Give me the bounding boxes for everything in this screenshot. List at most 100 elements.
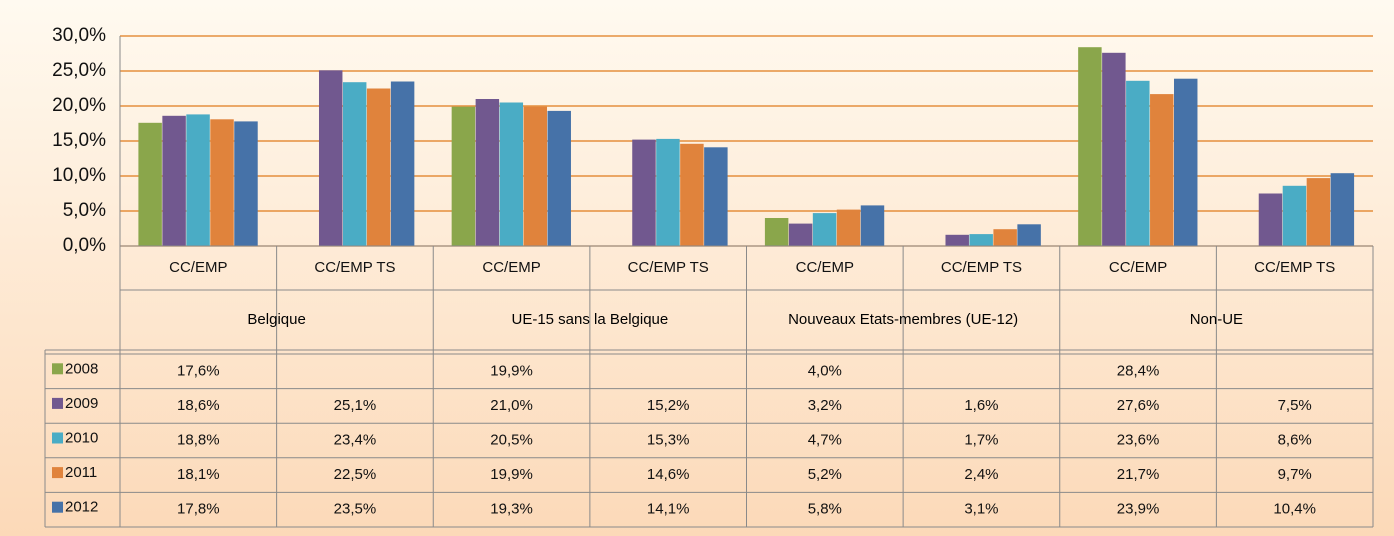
bar [390,81,415,246]
bar [499,102,524,246]
x-tick-label: CC/EMP TS [941,259,1022,276]
data-label: 23,5% [334,501,377,518]
data-label: 23,4% [334,431,377,448]
x-tick-label: CC/EMP [1109,259,1167,276]
bar [812,213,837,246]
data-label: 14,6% [647,466,690,483]
legend-label: 2012 [65,499,98,516]
bar [1330,173,1355,246]
data-label: 25,1% [334,397,377,414]
bar [788,223,813,246]
legend-label: 2008 [65,360,98,377]
bar [342,82,367,246]
x-tick-label: CC/EMP [482,259,540,276]
data-label: 21,7% [1117,466,1160,483]
data-label: 4,7% [808,431,842,448]
data-label: 3,1% [964,501,998,518]
data-label: 5,2% [808,466,842,483]
group-label-box: Belgique [247,311,306,328]
group-label: UE-15 sans la Belgique [511,311,669,328]
data-label: 14,1% [647,501,690,518]
group-label-box: UE-15 sans la Belgique [511,311,669,328]
bar [1150,94,1174,246]
legend-label: 2011 [65,464,97,481]
bar [860,205,885,246]
legend-swatch [52,432,63,444]
legend-label: 2010 [65,429,98,446]
data-label: 15,2% [647,397,690,414]
data-label: 27,6% [1117,397,1160,414]
x-tick-label: CC/EMP TS [1254,259,1335,276]
data-label: 18,1% [177,466,220,483]
bar [318,70,343,246]
bar [656,138,680,246]
bar [764,218,789,246]
data-label: 23,9% [1117,501,1160,518]
bar [680,143,704,246]
bar [993,229,1017,246]
bar [1102,52,1126,246]
bar [186,114,210,247]
data-label: 2,4% [964,466,998,483]
y-tick-label: 5,0% [63,200,106,221]
legend-label: 2009 [65,395,98,412]
bar [836,209,861,246]
group-label: Nouveaux Etats-membres (UE-12) [788,311,1019,328]
legend-swatch [52,501,63,513]
data-label: 7,5% [1278,397,1312,414]
data-label: 1,6% [964,397,998,414]
bar [1126,80,1150,246]
bar [210,119,234,246]
bar [451,106,476,246]
group-label: Belgique [247,311,306,328]
data-label: 10,4% [1273,501,1316,518]
x-tick-label: CC/EMP TS [314,259,395,276]
data-label: 15,3% [647,431,690,448]
x-tick-label: CC/EMP TS [628,259,709,276]
data-label: 8,6% [1278,431,1312,448]
bar [1017,224,1041,246]
legend-swatch [52,363,63,375]
legend-swatch [52,467,63,479]
bar [704,147,728,246]
data-label: 19,9% [490,362,533,379]
bar [234,121,258,246]
bar [1258,193,1283,246]
data-label: 19,9% [490,466,533,483]
data-label: 20,5% [490,431,533,448]
bar [945,234,969,246]
x-tick-label: CC/EMP [796,259,854,276]
data-label: 3,2% [808,397,842,414]
data-label: 18,6% [177,397,220,414]
y-tick-label: 0,0% [63,235,106,256]
group-label: Non-UE [1189,311,1244,328]
data-label: 21,0% [490,397,533,414]
data-label: 9,7% [1278,466,1312,483]
data-label: 19,3% [490,501,533,518]
y-tick-label: 10,0% [52,165,106,186]
y-tick-label: 20,0% [52,95,106,116]
data-label: 5,8% [808,501,842,518]
bar [138,122,162,246]
data-label: 1,7% [964,431,998,448]
legend-swatch [52,397,63,409]
data-label: 18,8% [177,431,220,448]
data-label: 17,6% [177,362,220,379]
bar [523,106,548,246]
bar [547,110,571,247]
y-tick-label: 30,0% [52,25,106,46]
group-label-box: Nouveaux Etats-membres (UE-12) [788,311,1019,328]
bar [1174,78,1198,246]
bar [969,234,993,246]
bar [162,115,186,246]
data-label: 17,8% [177,501,220,518]
bar [1282,185,1307,246]
x-tick-label: CC/EMP [169,259,227,276]
data-label: 4,0% [808,362,842,379]
bar [475,99,500,246]
data-label: 28,4% [1117,362,1160,379]
data-label: 23,6% [1117,431,1160,448]
bar [1306,178,1331,246]
